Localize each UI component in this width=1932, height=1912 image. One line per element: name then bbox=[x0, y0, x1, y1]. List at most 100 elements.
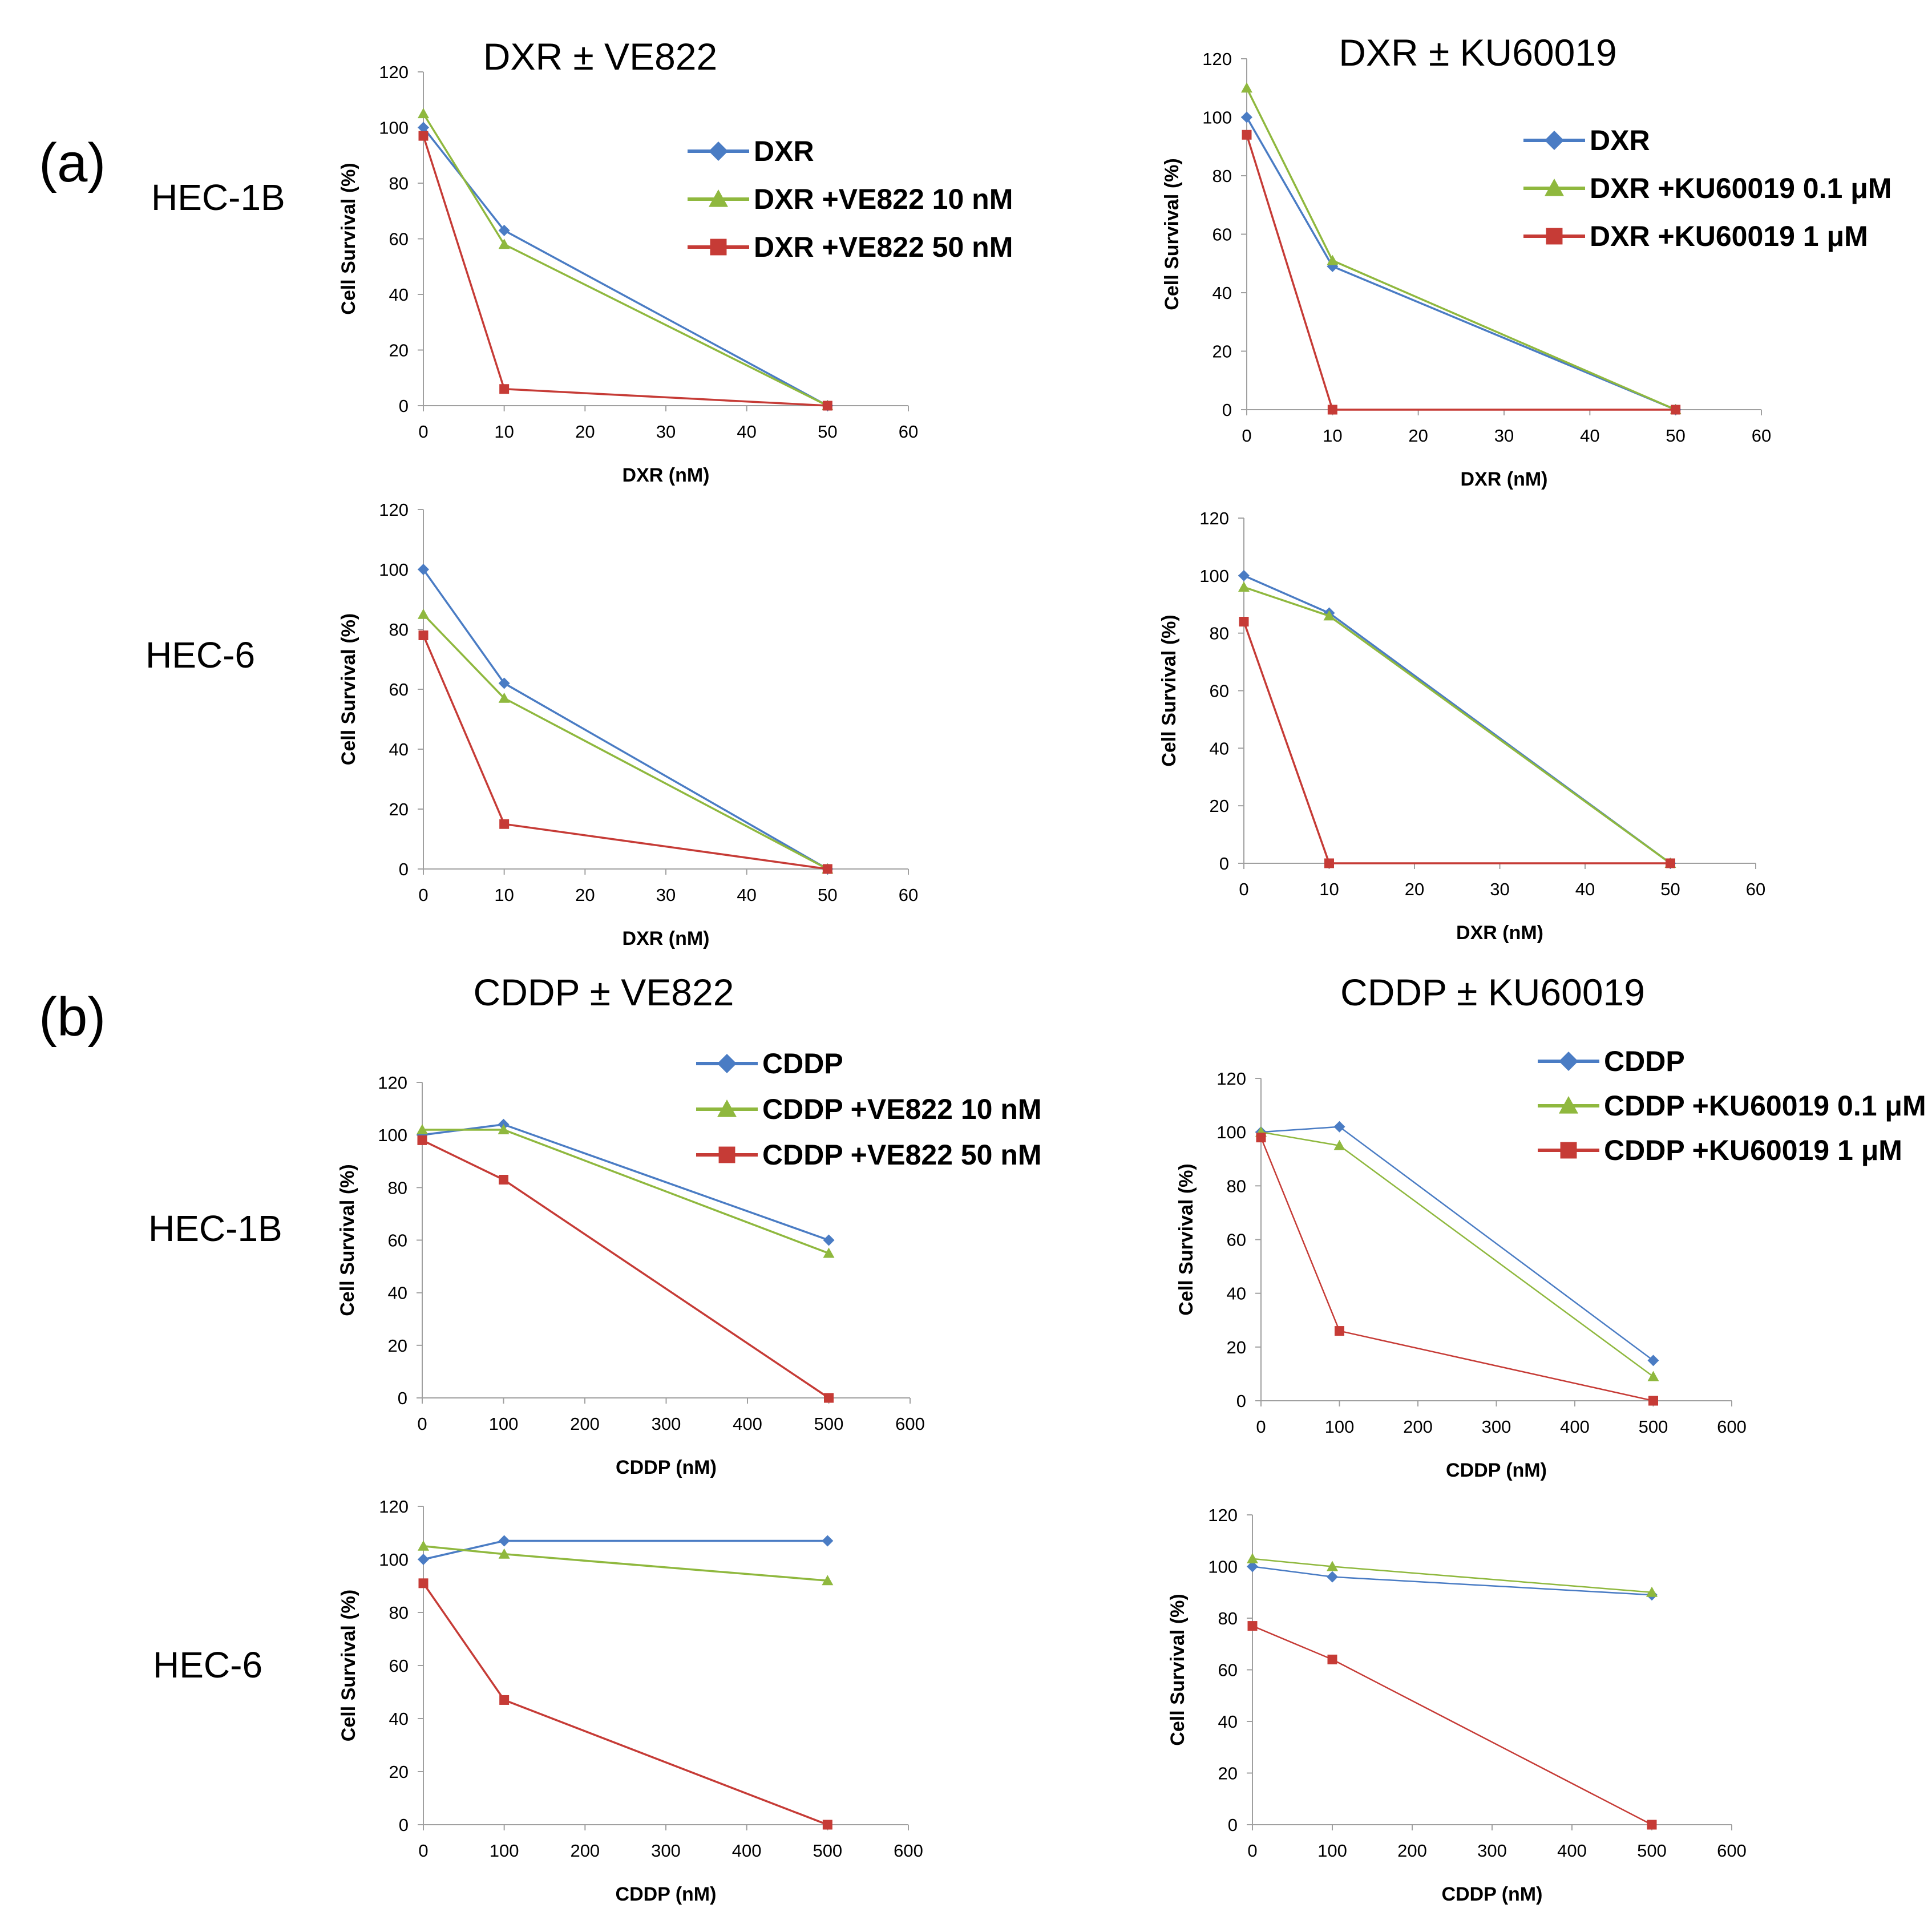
data-point-red bbox=[822, 1820, 832, 1830]
y-tick-label: 80 bbox=[1210, 624, 1229, 644]
legend-marker-green bbox=[709, 189, 728, 207]
y-tick-label: 100 bbox=[379, 1550, 409, 1570]
x-tick-label: 600 bbox=[895, 1414, 925, 1434]
series-line-blue bbox=[423, 1539, 828, 1561]
y-tick-label: 40 bbox=[1210, 738, 1229, 758]
x-axis-title: DXR (nM) bbox=[1461, 468, 1548, 490]
legend-marker-red bbox=[1546, 228, 1563, 245]
x-tick-label: 200 bbox=[570, 1841, 600, 1861]
chart-b-hec1b-ku60019: 0 20 40 60 80 100 120 0 100 200 300 400 500 600 CDDP (… bbox=[1175, 1045, 1926, 1481]
y-tick-label: 0 bbox=[399, 396, 409, 416]
y-tick-label: 60 bbox=[389, 1656, 409, 1676]
x-tick-label: 50 bbox=[1666, 426, 1685, 446]
data-point-green bbox=[1333, 1139, 1345, 1150]
y-tick-label: 80 bbox=[388, 1178, 407, 1198]
data-point-blue bbox=[418, 122, 429, 134]
y-tick-label: 0 bbox=[1236, 1391, 1246, 1411]
y-tick-label: 40 bbox=[388, 1283, 407, 1303]
y-tick-label: 60 bbox=[1212, 225, 1232, 245]
y-axis-title: Cell Survival (%) bbox=[338, 613, 359, 765]
legend-marker-red bbox=[718, 1146, 735, 1163]
data-point-red bbox=[1247, 1621, 1258, 1631]
data-point-blue bbox=[1647, 1355, 1659, 1367]
data-point-blue bbox=[418, 564, 429, 575]
data-point-green bbox=[418, 608, 429, 619]
data-point-blue bbox=[498, 224, 510, 236]
data-point-blue bbox=[823, 1234, 835, 1246]
legend-marker-blue bbox=[1559, 1052, 1578, 1071]
x-tick-label: 300 bbox=[1482, 1417, 1511, 1437]
x-tick-label: 0 bbox=[1247, 1841, 1257, 1861]
data-point-red bbox=[1324, 858, 1334, 868]
y-tick-label: 20 bbox=[1212, 342, 1232, 362]
legend-marker-red bbox=[1560, 1142, 1577, 1159]
x-tick-label: 0 bbox=[418, 1841, 428, 1861]
series-line-red bbox=[1260, 1137, 1654, 1402]
chart-a-hec6-ve822: 0 20 40 60 80 100 120 0 10 20 30 40 50 60 DXR (nM) Cell… bbox=[338, 500, 918, 949]
x-tick-label: 300 bbox=[651, 1841, 681, 1861]
legend-label: CDDP +KU60019 0.1 μM bbox=[1604, 1090, 1926, 1122]
x-tick-label: 0 bbox=[418, 885, 428, 905]
y-tick-label: 20 bbox=[389, 1762, 409, 1782]
x-tick-label: 400 bbox=[733, 1414, 762, 1434]
y-tick-label: 20 bbox=[388, 1336, 407, 1356]
chart-b-hec6-ku60019: 0 20 40 60 80 100 120 0 100 200 300 400 500 600 CDDP (… bbox=[1167, 1505, 1747, 1905]
data-point-red bbox=[1242, 130, 1252, 140]
data-point-green bbox=[823, 1247, 835, 1258]
data-point-green bbox=[822, 1575, 834, 1586]
series-line-green bbox=[1243, 586, 1671, 864]
legend-marker-blue bbox=[717, 1054, 737, 1073]
panel-label-a: (a) bbox=[39, 132, 106, 193]
x-axis-title: CDDP (nM) bbox=[1442, 1883, 1543, 1905]
x-tick-label: 0 bbox=[418, 422, 428, 442]
data-point-green bbox=[417, 1123, 428, 1134]
data-point-blue bbox=[1327, 1571, 1338, 1583]
x-axis-title: DXR (nM) bbox=[1456, 922, 1543, 944]
data-point-red bbox=[1648, 1396, 1658, 1406]
y-tick-label: 40 bbox=[1218, 1712, 1238, 1732]
x-tick-label: 200 bbox=[1397, 1841, 1427, 1861]
x-tick-label: 50 bbox=[818, 422, 837, 442]
x-tick-label: 20 bbox=[575, 422, 595, 442]
chart-a-hec6-ku60019: 0 20 40 60 80 100 120 0 10 20 30 40 50 60 DXR (nM) Cell… bbox=[1158, 508, 1765, 944]
x-tick-label: 400 bbox=[732, 1841, 762, 1861]
chart-a-hec1b-ku60019: 0 20 40 60 80 100 120 0 10 20 30 40 50 60 DXR (nM) Cell… bbox=[1161, 49, 1891, 490]
data-point-red bbox=[1666, 858, 1675, 868]
y-tick-label: 100 bbox=[1208, 1557, 1238, 1577]
row-label-a-top: HEC-1B bbox=[151, 177, 285, 218]
x-tick-label: 500 bbox=[814, 1414, 844, 1434]
series-line-red bbox=[1243, 621, 1671, 864]
y-tick-label: 0 bbox=[1219, 854, 1229, 874]
data-point-blue bbox=[1238, 569, 1250, 581]
legend-marker-red bbox=[710, 239, 727, 256]
legend-marker-green bbox=[1559, 1096, 1578, 1114]
y-axis-title: Cell Survival (%) bbox=[337, 1164, 358, 1316]
y-tick-label: 100 bbox=[378, 1125, 407, 1145]
y-tick-label: 20 bbox=[1227, 1337, 1246, 1357]
legend-label: DXR +KU60019 1 μM bbox=[1590, 220, 1868, 252]
y-tick-label: 80 bbox=[389, 1603, 409, 1623]
data-point-green bbox=[1646, 1586, 1658, 1597]
x-tick-label: 10 bbox=[494, 885, 514, 905]
column-title-b-left: CDDP ± VE822 bbox=[474, 971, 734, 1013]
series-line-red bbox=[1252, 1625, 1652, 1826]
legend-marker-blue bbox=[709, 142, 728, 161]
x-tick-label: 400 bbox=[1557, 1841, 1587, 1861]
legend: DXR DXR +VE822 10 nM DXR +VE822 50 nM bbox=[688, 135, 1013, 263]
x-tick-label: 300 bbox=[652, 1414, 681, 1434]
data-point-green bbox=[498, 1123, 510, 1134]
data-point-red bbox=[1327, 1654, 1337, 1664]
x-tick-label: 100 bbox=[1317, 1841, 1347, 1861]
data-point-blue bbox=[1247, 1561, 1258, 1573]
data-point-red bbox=[824, 1393, 834, 1403]
data-point-green bbox=[498, 239, 510, 249]
legend-label: DXR +VE822 10 nM bbox=[754, 183, 1013, 215]
legend-label: CDDP +VE822 50 nM bbox=[762, 1139, 1042, 1171]
y-tick-label: 100 bbox=[379, 118, 409, 138]
x-tick-label: 200 bbox=[570, 1414, 600, 1434]
y-tick-label: 60 bbox=[1218, 1660, 1238, 1680]
data-point-red bbox=[499, 819, 510, 829]
data-point-green bbox=[1327, 254, 1339, 265]
chart-b-hec1b-ve822: 0 20 40 60 80 100 120 0 100 200 300 400 500 600 CDDP (… bbox=[337, 1048, 1042, 1478]
legend-marker-blue bbox=[1545, 131, 1564, 150]
